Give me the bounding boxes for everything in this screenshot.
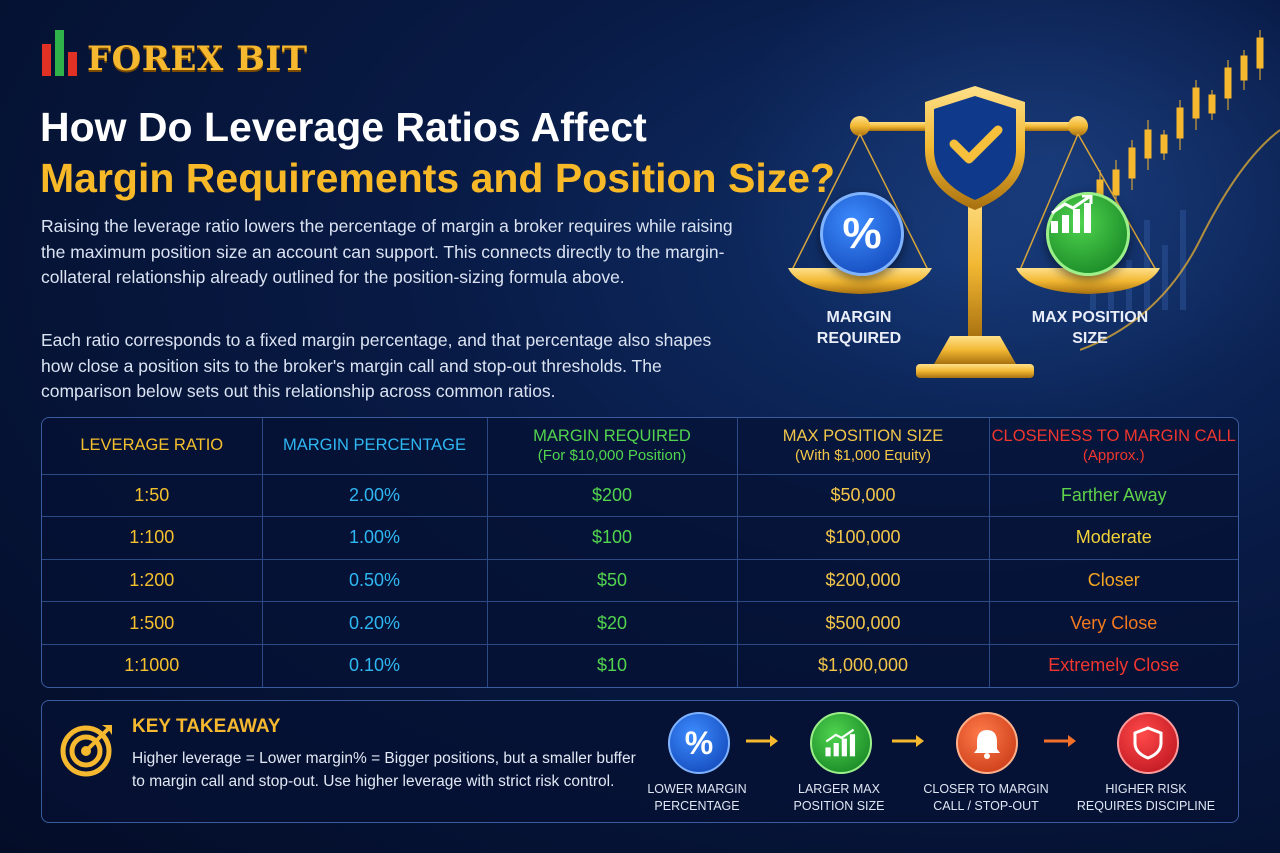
header-margin-required: MARGIN REQUIRED (For $10,000 Position) <box>487 418 738 475</box>
cell-margin-required: $10 <box>487 644 738 687</box>
cell-closeness: Very Close <box>989 601 1238 645</box>
cell-leverage-ratio: 1:500 <box>42 601 263 645</box>
cell-max-position-size: $100,000 <box>737 516 990 560</box>
table-row: 1:50 2.00% $200 $50,000 Farther Away <box>42 474 1238 518</box>
max-position-size-label: MAX POSITION SIZE <box>1031 309 1149 347</box>
cell-margin-percentage: 2.00% <box>262 474 488 518</box>
step-larger-position-label: LARGER MAX POSITION SIZE <box>793 782 885 813</box>
percent-icon: % <box>820 192 904 276</box>
cell-max-position-size: $50,000 <box>737 474 990 518</box>
cell-leverage-ratio: 1:200 <box>42 559 263 603</box>
cell-closeness: Farther Away <box>989 474 1238 518</box>
arrow-right-icon <box>892 735 924 747</box>
growth-chart-icon <box>1046 192 1130 276</box>
header-margin-percentage: MARGIN PERCENTAGE <box>262 418 488 475</box>
table-row: 1:200 0.50% $50 $200,000 Closer <box>42 559 1238 603</box>
cell-margin-required: $50 <box>487 559 738 603</box>
takeaway-text: Higher leverage = Lower margin% = Bigger… <box>132 750 636 790</box>
cell-margin-percentage: 0.20% <box>262 601 488 645</box>
cell-max-position-size: $500,000 <box>737 601 990 645</box>
shield-icon <box>1117 712 1179 774</box>
table-header-row: LEVERAGE RATIO MARGIN PERCENTAGE MARGIN … <box>42 418 1238 475</box>
cell-leverage-ratio: 1:50 <box>42 474 263 518</box>
cell-closeness: Extremely Close <box>1048 655 1180 676</box>
explanation-paragraph: Each ratio corresponds to a fixed margin… <box>41 330 712 401</box>
step-closer-margin-call-label: CLOSER TO MARGIN CALL / STOP-OUT <box>923 782 1049 813</box>
step-higher-risk-label: HIGHER RISK REQUIRES DISCIPLINE <box>1076 782 1216 813</box>
balance-scale-icon <box>788 86 1160 378</box>
cell-margin-required: $200 <box>487 474 738 518</box>
table-row: 1:100 1.00% $100 $100,000 Moderate <box>42 516 1238 560</box>
cell-leverage-ratio: 1:100 <box>42 516 263 560</box>
bar-chart-icon <box>42 28 77 76</box>
target-icon <box>60 725 112 777</box>
cell-max-position-size: $1,000,000 <box>737 644 990 687</box>
cell-closeness: Moderate <box>989 516 1238 560</box>
table-row: 1:1000 0.10% $10 $1,000,000 Extremely Close <box>42 644 1238 687</box>
balance-scale-illustration: % MARGIN REQUIRED MAX POSITION SIZE <box>780 80 1180 400</box>
brand-name: FOREX BIT <box>87 39 308 79</box>
step-lower-margin-label: LOWER MARGIN PERCENTAGE <box>647 782 747 813</box>
margin-required-label: MARGIN REQUIRED <box>816 309 902 347</box>
header-closeness-to-margin-call: CLOSENESS TO MARGIN CALL (Approx.) <box>989 418 1238 475</box>
cell-margin-percentage: 1.00% <box>262 516 488 560</box>
cell-max-position-size: $200,000 <box>737 559 990 603</box>
percent-icon: % <box>668 712 730 774</box>
cell-margin-required: $100 <box>487 516 738 560</box>
page-title-line-2: Margin Requirements and Position Size? <box>40 155 836 201</box>
arrow-right-icon <box>746 735 778 747</box>
bell-icon <box>956 712 1018 774</box>
cell-leverage-ratio: 1:1000 <box>42 644 263 687</box>
cell-margin-percentage: 0.10% <box>262 644 488 687</box>
growth-chart-icon <box>810 712 872 774</box>
brand-logo: FOREX BIT <box>42 28 308 76</box>
key-takeaway-panel: KEY TAKEAWAY Higher leverage = Lower mar… <box>41 700 1239 823</box>
intro-paragraph: Raising the leverage ratio lowers the pe… <box>41 216 733 287</box>
table-row: 1:500 0.20% $20 $500,000 Very Close <box>42 601 1238 645</box>
cell-closeness: Closer <box>989 559 1238 603</box>
header-max-position-size: MAX POSITION SIZE (With $1,000 Equity) <box>737 418 990 475</box>
takeaway-title: KEY TAKEAWAY <box>132 716 281 737</box>
leverage-comparison-table: LEVERAGE RATIO MARGIN PERCENTAGE MARGIN … <box>41 417 1239 688</box>
header-leverage-ratio: LEVERAGE RATIO <box>42 418 263 475</box>
cell-margin-required: $20 <box>487 601 738 645</box>
arrow-right-icon <box>1044 735 1076 747</box>
cell-margin-percentage: 0.50% <box>262 559 488 603</box>
page-title-line-1: How Do Leverage Ratios Affect <box>40 104 647 150</box>
